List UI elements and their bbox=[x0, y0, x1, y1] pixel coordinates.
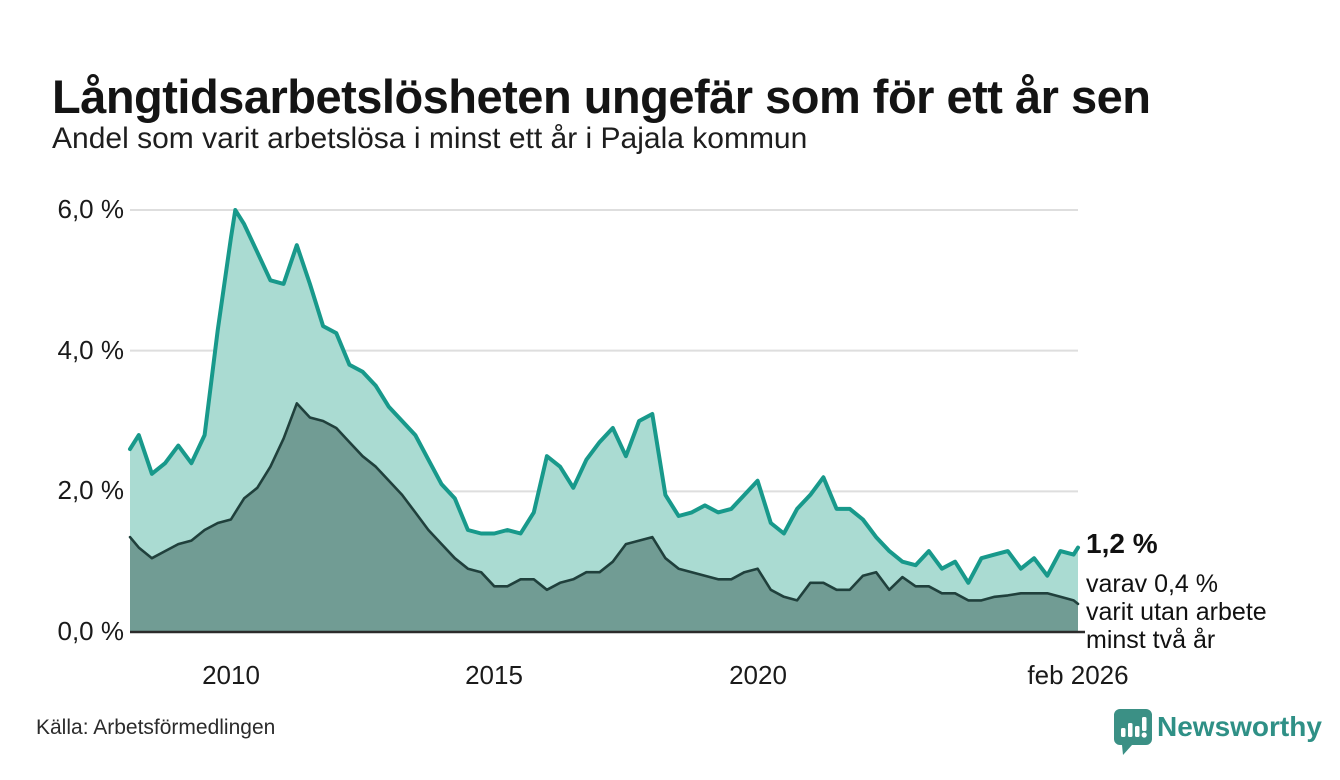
latest-value-annotation: 1,2 % varav 0,4 % varit utan arbete mins… bbox=[1086, 528, 1267, 654]
x-tick-label: 2015 bbox=[465, 660, 523, 690]
line-unemployed-2yr bbox=[128, 402, 1080, 606]
y-tick-label: 2,0 % bbox=[57, 475, 125, 506]
newsworthy-logo-icon bbox=[1114, 709, 1152, 755]
x-tick-label: feb 2026 bbox=[1027, 660, 1129, 690]
y-tick-label: 4,0 % bbox=[57, 334, 125, 365]
chart-subtitle: Andel som varit arbetslösa i minst ett å… bbox=[52, 122, 808, 155]
x-tick-label: 2020 bbox=[729, 660, 787, 690]
y-tick-label: 0,0 % bbox=[57, 616, 125, 646]
annotation-line-1: varav 0,4 % bbox=[1086, 570, 1219, 598]
x-tick-label: 2010 bbox=[202, 660, 260, 690]
y-tick-label: 6,0 % bbox=[57, 194, 125, 224]
annotation-line-3: minst två år bbox=[1086, 626, 1216, 654]
page-title: Långtidsarbetslösheten ungefär som för e… bbox=[52, 70, 1151, 124]
source-credit: Källa: Arbetsförmedlingen bbox=[36, 716, 276, 739]
newsworthy-logo-text: Newsworthy bbox=[1157, 711, 1322, 742]
annotation-line-2: varit utan arbete bbox=[1086, 598, 1267, 626]
line-unemployed-1yr bbox=[128, 208, 1080, 585]
latest-value-label: 1,2 % bbox=[1086, 528, 1158, 559]
